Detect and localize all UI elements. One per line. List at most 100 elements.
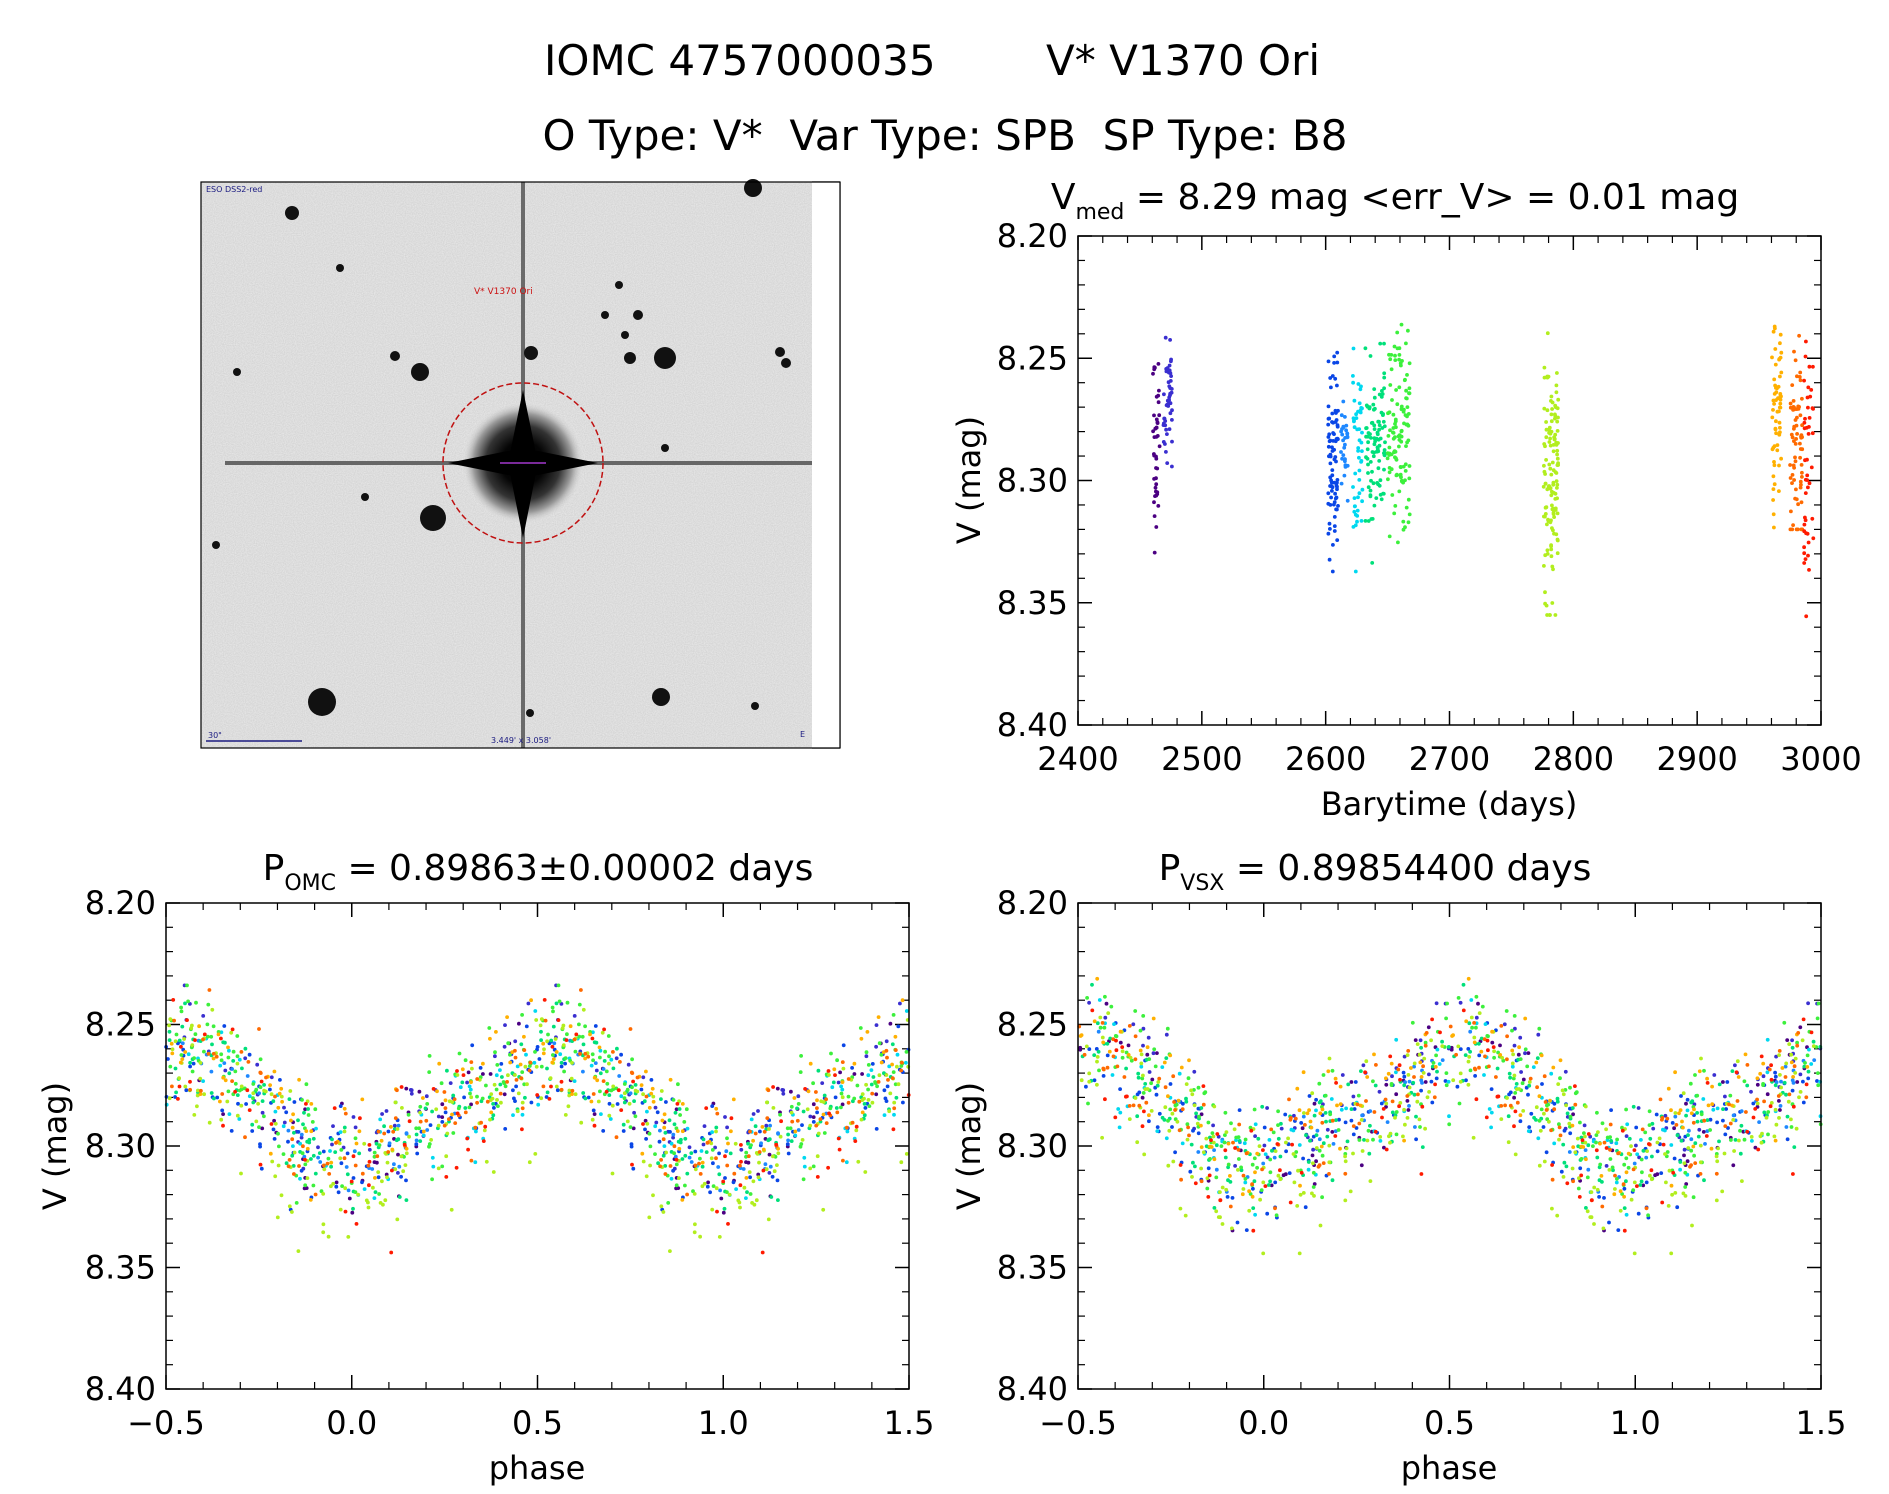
data-point [194, 1000, 198, 1005]
data-point [1417, 1052, 1422, 1057]
data-point [1775, 386, 1779, 391]
data-point [1397, 438, 1402, 442]
data-point [1625, 1122, 1630, 1127]
data-point [226, 1055, 231, 1060]
data-point [1401, 409, 1406, 414]
data-point [395, 1217, 400, 1222]
data-point [1403, 462, 1408, 467]
data-point [629, 1144, 634, 1149]
data-point [277, 1091, 282, 1096]
data-point [326, 1234, 331, 1239]
data-point [1651, 1126, 1656, 1131]
data-point [1389, 467, 1394, 472]
data-point [179, 1009, 184, 1014]
data-point [322, 1167, 327, 1172]
data-point [1105, 1053, 1110, 1058]
data-point [1153, 1064, 1158, 1069]
data-point [714, 1156, 718, 1161]
data-point [1406, 497, 1411, 502]
data-point [717, 1235, 722, 1239]
data-point [481, 1139, 486, 1143]
data-point [615, 1102, 620, 1106]
data-point [1329, 1097, 1334, 1101]
data-point [1458, 1071, 1463, 1076]
data-point [860, 1092, 865, 1096]
data-point [470, 1043, 475, 1048]
data-point [904, 1152, 909, 1156]
data-point [1773, 1083, 1778, 1088]
data-point [882, 1113, 887, 1117]
data-point [334, 1140, 338, 1145]
data-point [257, 1027, 261, 1031]
data-point [757, 1160, 761, 1165]
field-star [621, 331, 629, 339]
data-point [853, 1139, 858, 1143]
data-point [1170, 1125, 1174, 1129]
data-point [1393, 504, 1398, 508]
data-point [1611, 1168, 1615, 1173]
data-point [260, 1110, 265, 1115]
data-point [435, 1089, 439, 1094]
data-point [227, 1071, 232, 1076]
data-point [1142, 1109, 1146, 1114]
data-point [1176, 1098, 1181, 1103]
data-point [554, 1001, 559, 1006]
data-point [1385, 1120, 1390, 1124]
data-point [1342, 473, 1347, 478]
data-point [1199, 1145, 1204, 1149]
data-point [1405, 440, 1409, 445]
data-point [1723, 1132, 1728, 1137]
data-point [1794, 1126, 1799, 1131]
data-point [1698, 1172, 1703, 1176]
data-point [649, 1078, 654, 1082]
data-point [556, 983, 561, 988]
data-point [589, 1063, 594, 1068]
data-point [840, 1087, 845, 1092]
data-point [1400, 479, 1404, 484]
data-point [1512, 1095, 1516, 1100]
data-point [196, 1088, 200, 1093]
data-point [1381, 419, 1386, 424]
data-point [1608, 1147, 1612, 1152]
data-point [260, 1126, 265, 1131]
data-point [650, 1086, 655, 1091]
data-point [742, 1185, 747, 1190]
data-point [473, 1125, 478, 1130]
data-point [338, 1130, 343, 1134]
data-point [1798, 485, 1803, 490]
data-point [1555, 511, 1560, 516]
data-point [1578, 1166, 1583, 1171]
data-point [1598, 1162, 1603, 1167]
data-point [778, 1112, 782, 1117]
data-point [386, 1129, 391, 1134]
data-point [749, 1117, 754, 1122]
data-point [334, 1180, 339, 1185]
data-point [1335, 1103, 1339, 1108]
data-point [1084, 1044, 1089, 1049]
data-point [1721, 1107, 1725, 1111]
data-point [1543, 1100, 1548, 1104]
data-point [1142, 1152, 1147, 1157]
data-point [321, 1149, 326, 1154]
data-point [1810, 431, 1815, 436]
data-point [1359, 384, 1363, 389]
data-point [269, 1075, 274, 1080]
data-point [294, 1201, 299, 1205]
data-point [389, 1125, 393, 1129]
data-point [793, 1129, 798, 1134]
data-point [1565, 1181, 1570, 1186]
lightcurve-axes-frame [1077, 235, 1822, 726]
data-point [1098, 1025, 1103, 1030]
data-point [1098, 1015, 1103, 1020]
data-point [1340, 1073, 1345, 1077]
data-point [202, 1032, 207, 1037]
data-point [1583, 1104, 1588, 1109]
data-point [1526, 1092, 1530, 1097]
data-point [550, 1060, 555, 1065]
lightcurve-tick-labels: 2400 2500 2600 2700 2800 2900 30008.208.258.30… [997, 217, 1862, 778]
data-point [1314, 1133, 1319, 1137]
data-point [725, 1125, 729, 1130]
data-point [1682, 1161, 1687, 1166]
data-point [1770, 355, 1774, 360]
data-point [519, 1076, 524, 1080]
